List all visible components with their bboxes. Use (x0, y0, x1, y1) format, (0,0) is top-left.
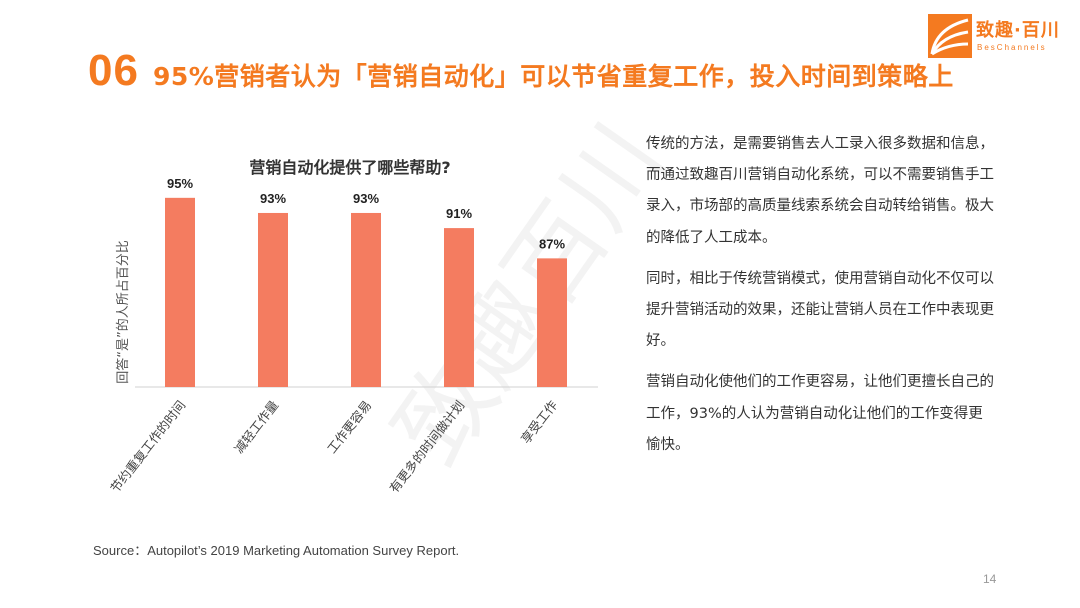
logo-mark-icon (928, 14, 972, 58)
chart-title: 营销自动化提供了哪些帮助? (249, 158, 450, 177)
page-number: 14 (983, 572, 997, 586)
bar (165, 197, 195, 387)
logo-text: 致趣·百川 (976, 20, 1060, 41)
y-axis-label: 回答“是”的人所占百分比 (115, 240, 131, 383)
section-number: 06 (88, 46, 139, 95)
description-paragraph-2: 同时，相比于传统营销模式，使用营销自动化不仅可以提升营销活动的效果，还能让营销人… (646, 270, 994, 350)
slide-title: 06 95%营销者认为「营销自动化」可以节省重复工作，投入时间到策略上 (88, 46, 954, 102)
x-tick-label: 有更多的时间做计划 (386, 398, 467, 496)
data-label: 87% (539, 236, 565, 251)
x-tick-label: 享受工作 (518, 397, 561, 446)
x-tick-label: 工作更容易 (324, 398, 374, 456)
bar (537, 258, 567, 387)
x-tick-label: 减轻工作量 (231, 398, 281, 456)
data-label: 93% (353, 191, 379, 206)
source-citation: Source：Autopilot’s 2019 Marketing Automa… (93, 543, 460, 558)
bar (351, 212, 381, 387)
x-tick-label: 节约重复工作的时间 (107, 398, 188, 496)
brand-logo: 致趣·百川 BesChannels (928, 12, 1068, 60)
logo-subtitle: BesChannels (977, 43, 1047, 52)
data-label: 95% (167, 176, 193, 191)
description-paragraph-1: 传统的方法，是需要销售去人工录入很多数据和信息，而通过致趣百川营销自动化系统，可… (646, 136, 994, 246)
bar (444, 228, 474, 387)
data-label: 93% (260, 191, 286, 206)
slide-headline: 95%营销者认为「营销自动化」可以节省重复工作，投入时间到策略上 (152, 62, 954, 91)
bar (258, 212, 288, 387)
data-label: 91% (446, 206, 472, 221)
description-paragraph-3: 营销自动化使他们的工作更容易，让他们更擅长自己的工作，93%的人认为营销自动化让… (646, 374, 994, 453)
bar-chart: 营销自动化提供了哪些帮助? 回答“是”的人所占百分比 95% 节约重复工作的时间 93%… (107, 158, 598, 496)
description-text: 传统的方法，是需要销售去人工录入很多数据和信息，而通过致趣百川营销自动化系统，可… (646, 129, 996, 471)
